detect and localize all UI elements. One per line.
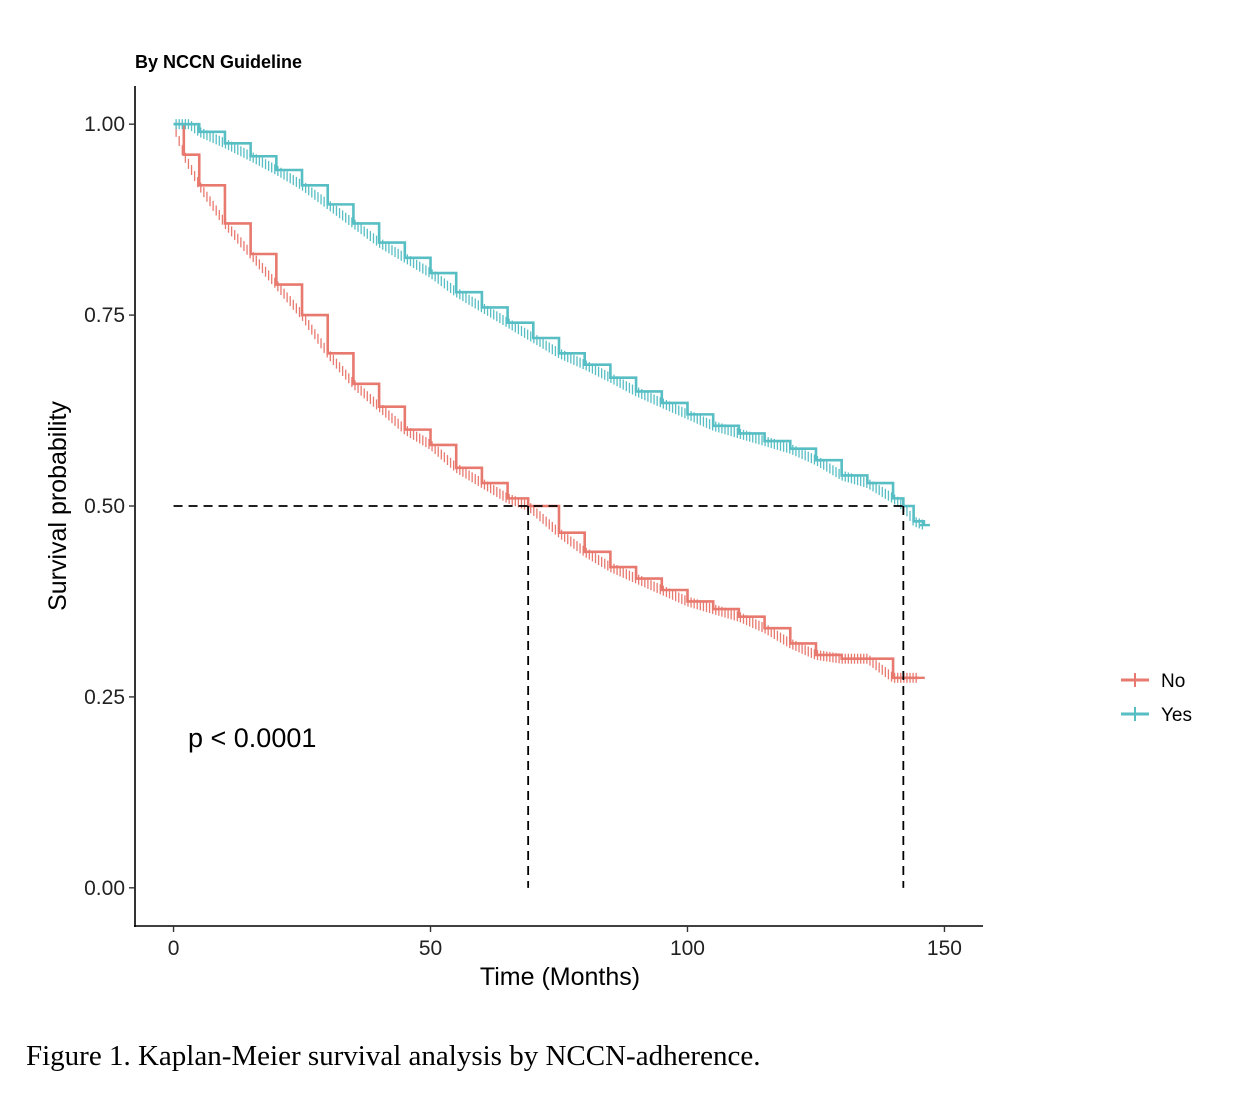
y-tick-label: 0.50 (84, 495, 125, 518)
legend-item-no: No (1121, 671, 1185, 692)
legend-item-yes: Yes (1121, 705, 1192, 726)
legend-label: Yes (1161, 705, 1192, 726)
survival-curve-yes (173, 122, 926, 526)
km-survival-chart: By NCCN Guideline 0.00 0.25 0.50 0.75 1.00 0 5… (44, 52, 1192, 991)
p-value-annotation: p < 0.0001 (188, 723, 316, 753)
y-tick-label: 1.00 (84, 113, 125, 136)
chart-title: By NCCN Guideline (135, 52, 302, 72)
x-tick-label: 150 (927, 937, 962, 960)
x-tick-label: 0 (168, 937, 180, 960)
legend-label: No (1161, 671, 1185, 692)
plot-area: 0.00 0.25 0.50 0.75 1.00 0 50 100 150 (84, 86, 983, 960)
y-tick-label: 0.00 (84, 877, 125, 900)
series-yes (173, 119, 930, 530)
x-tick-label: 50 (419, 937, 442, 960)
survival-curve-no (173, 122, 919, 680)
x-axis-title: Time (Months) (480, 963, 640, 991)
series-no (173, 122, 925, 683)
y-axis-title: Survival probability (44, 401, 72, 611)
legend: No Yes (1121, 671, 1192, 726)
figure-caption: Figure 1. Kaplan-Meier survival analysis… (26, 1040, 761, 1072)
y-tick-label: 0.75 (84, 304, 125, 327)
x-tick-label: 100 (670, 937, 705, 960)
y-tick-label: 0.25 (84, 686, 125, 709)
